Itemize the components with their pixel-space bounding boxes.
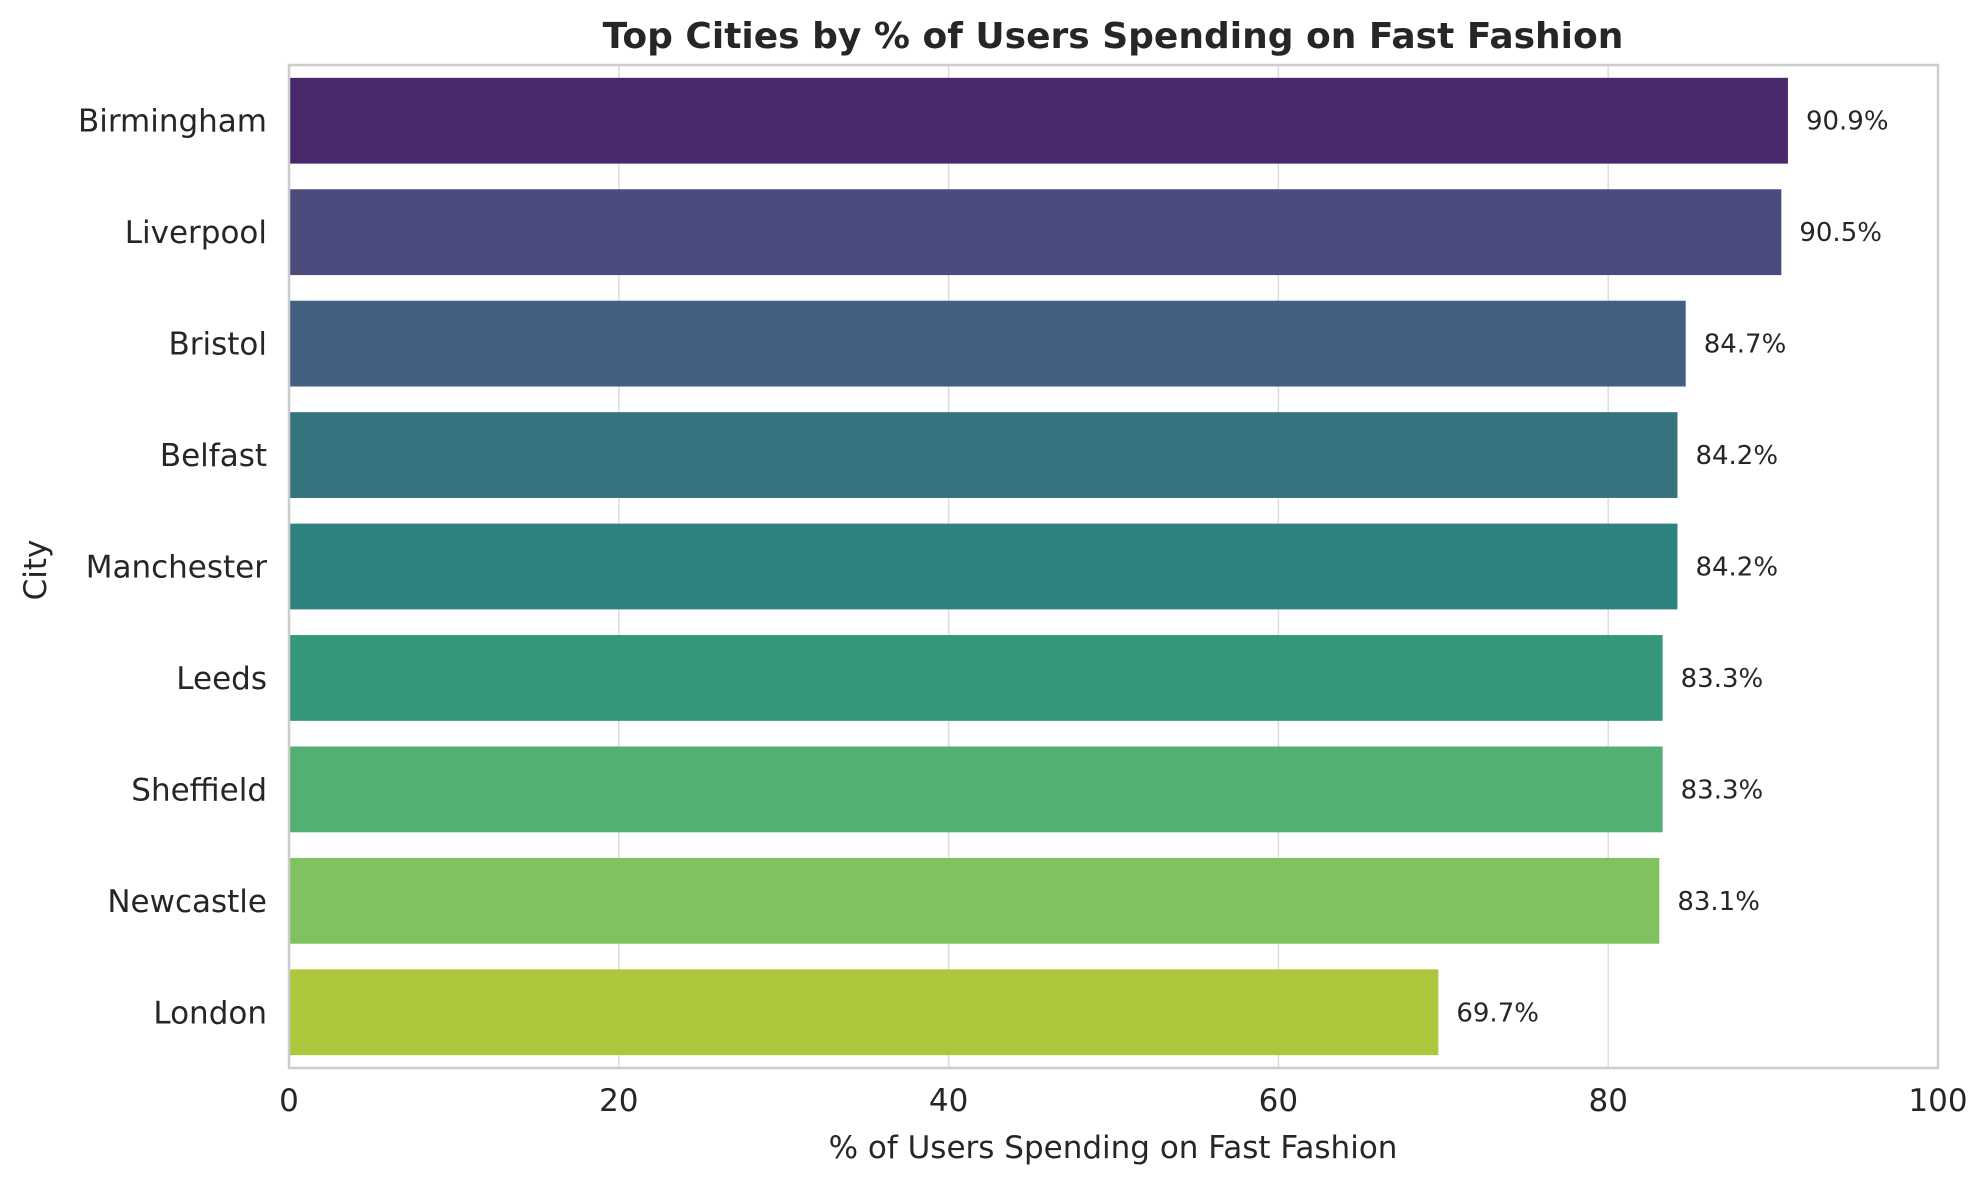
x-tick-label: 80 [1588, 1083, 1627, 1119]
y-tick-label-manchester: Manchester [86, 550, 268, 586]
bars [289, 77, 1788, 1056]
y-tick-label-liverpool: Liverpool [125, 215, 267, 251]
x-tick-label: 60 [1259, 1083, 1298, 1119]
value-label-sheffield: 83.3% [1681, 775, 1764, 805]
y-tick-label-leeds: Leeds [176, 661, 267, 697]
bar-sheffield [289, 746, 1663, 833]
y-tick-label-newcastle: Newcastle [107, 884, 267, 920]
value-label-leeds: 83.3% [1681, 664, 1764, 694]
value-label-london: 69.7% [1456, 998, 1539, 1028]
value-label-liverpool: 90.5% [1799, 218, 1882, 248]
bar-london [289, 969, 1439, 1056]
value-label-bristol: 84.7% [1704, 330, 1787, 360]
bar-manchester [289, 523, 1678, 610]
value-labels: 90.9% 90.5% 84.7% 84.2% 84.2% 83.3% 83.3% 83.1%… [1456, 107, 1888, 1029]
y-tick-labels: Birmingham Liverpool Bristol Belfast Manches… [78, 104, 267, 1032]
bar-birmingham [289, 77, 1788, 164]
y-tick-label-london: London [153, 995, 267, 1031]
x-axis-label: % of Users Spending on Fast Fashion [829, 1130, 1398, 1166]
y-axis-label: City [18, 540, 54, 601]
value-label-newcastle: 83.1% [1677, 887, 1760, 917]
chart-title: Top Cities by % of Users Spending on Fas… [603, 16, 1624, 57]
bar-leeds [289, 635, 1663, 721]
x-tick-labels: 0 20 40 60 80 100 [279, 1083, 1967, 1119]
y-tick-label-birmingham: Birmingham [78, 104, 267, 140]
y-tick-label-belfast: Belfast [160, 438, 267, 474]
plot-frame [287, 63, 1940, 1070]
x-tick-label: 20 [599, 1083, 638, 1119]
bar-belfast [289, 412, 1678, 498]
bar-newcastle [289, 857, 1660, 944]
y-tick-label-bristol: Bristol [168, 327, 267, 363]
value-label-belfast: 84.2% [1695, 441, 1778, 471]
bar-bristol [289, 300, 1686, 387]
value-label-manchester: 84.2% [1695, 553, 1778, 583]
bar-liverpool [289, 189, 1782, 276]
x-tick-label: 0 [279, 1083, 299, 1119]
x-tick-label: 100 [1908, 1083, 1967, 1119]
value-label-birmingham: 90.9% [1806, 107, 1889, 137]
y-tick-label-sheffield: Sheffield [131, 772, 267, 808]
x-tick-label: 40 [929, 1083, 968, 1119]
